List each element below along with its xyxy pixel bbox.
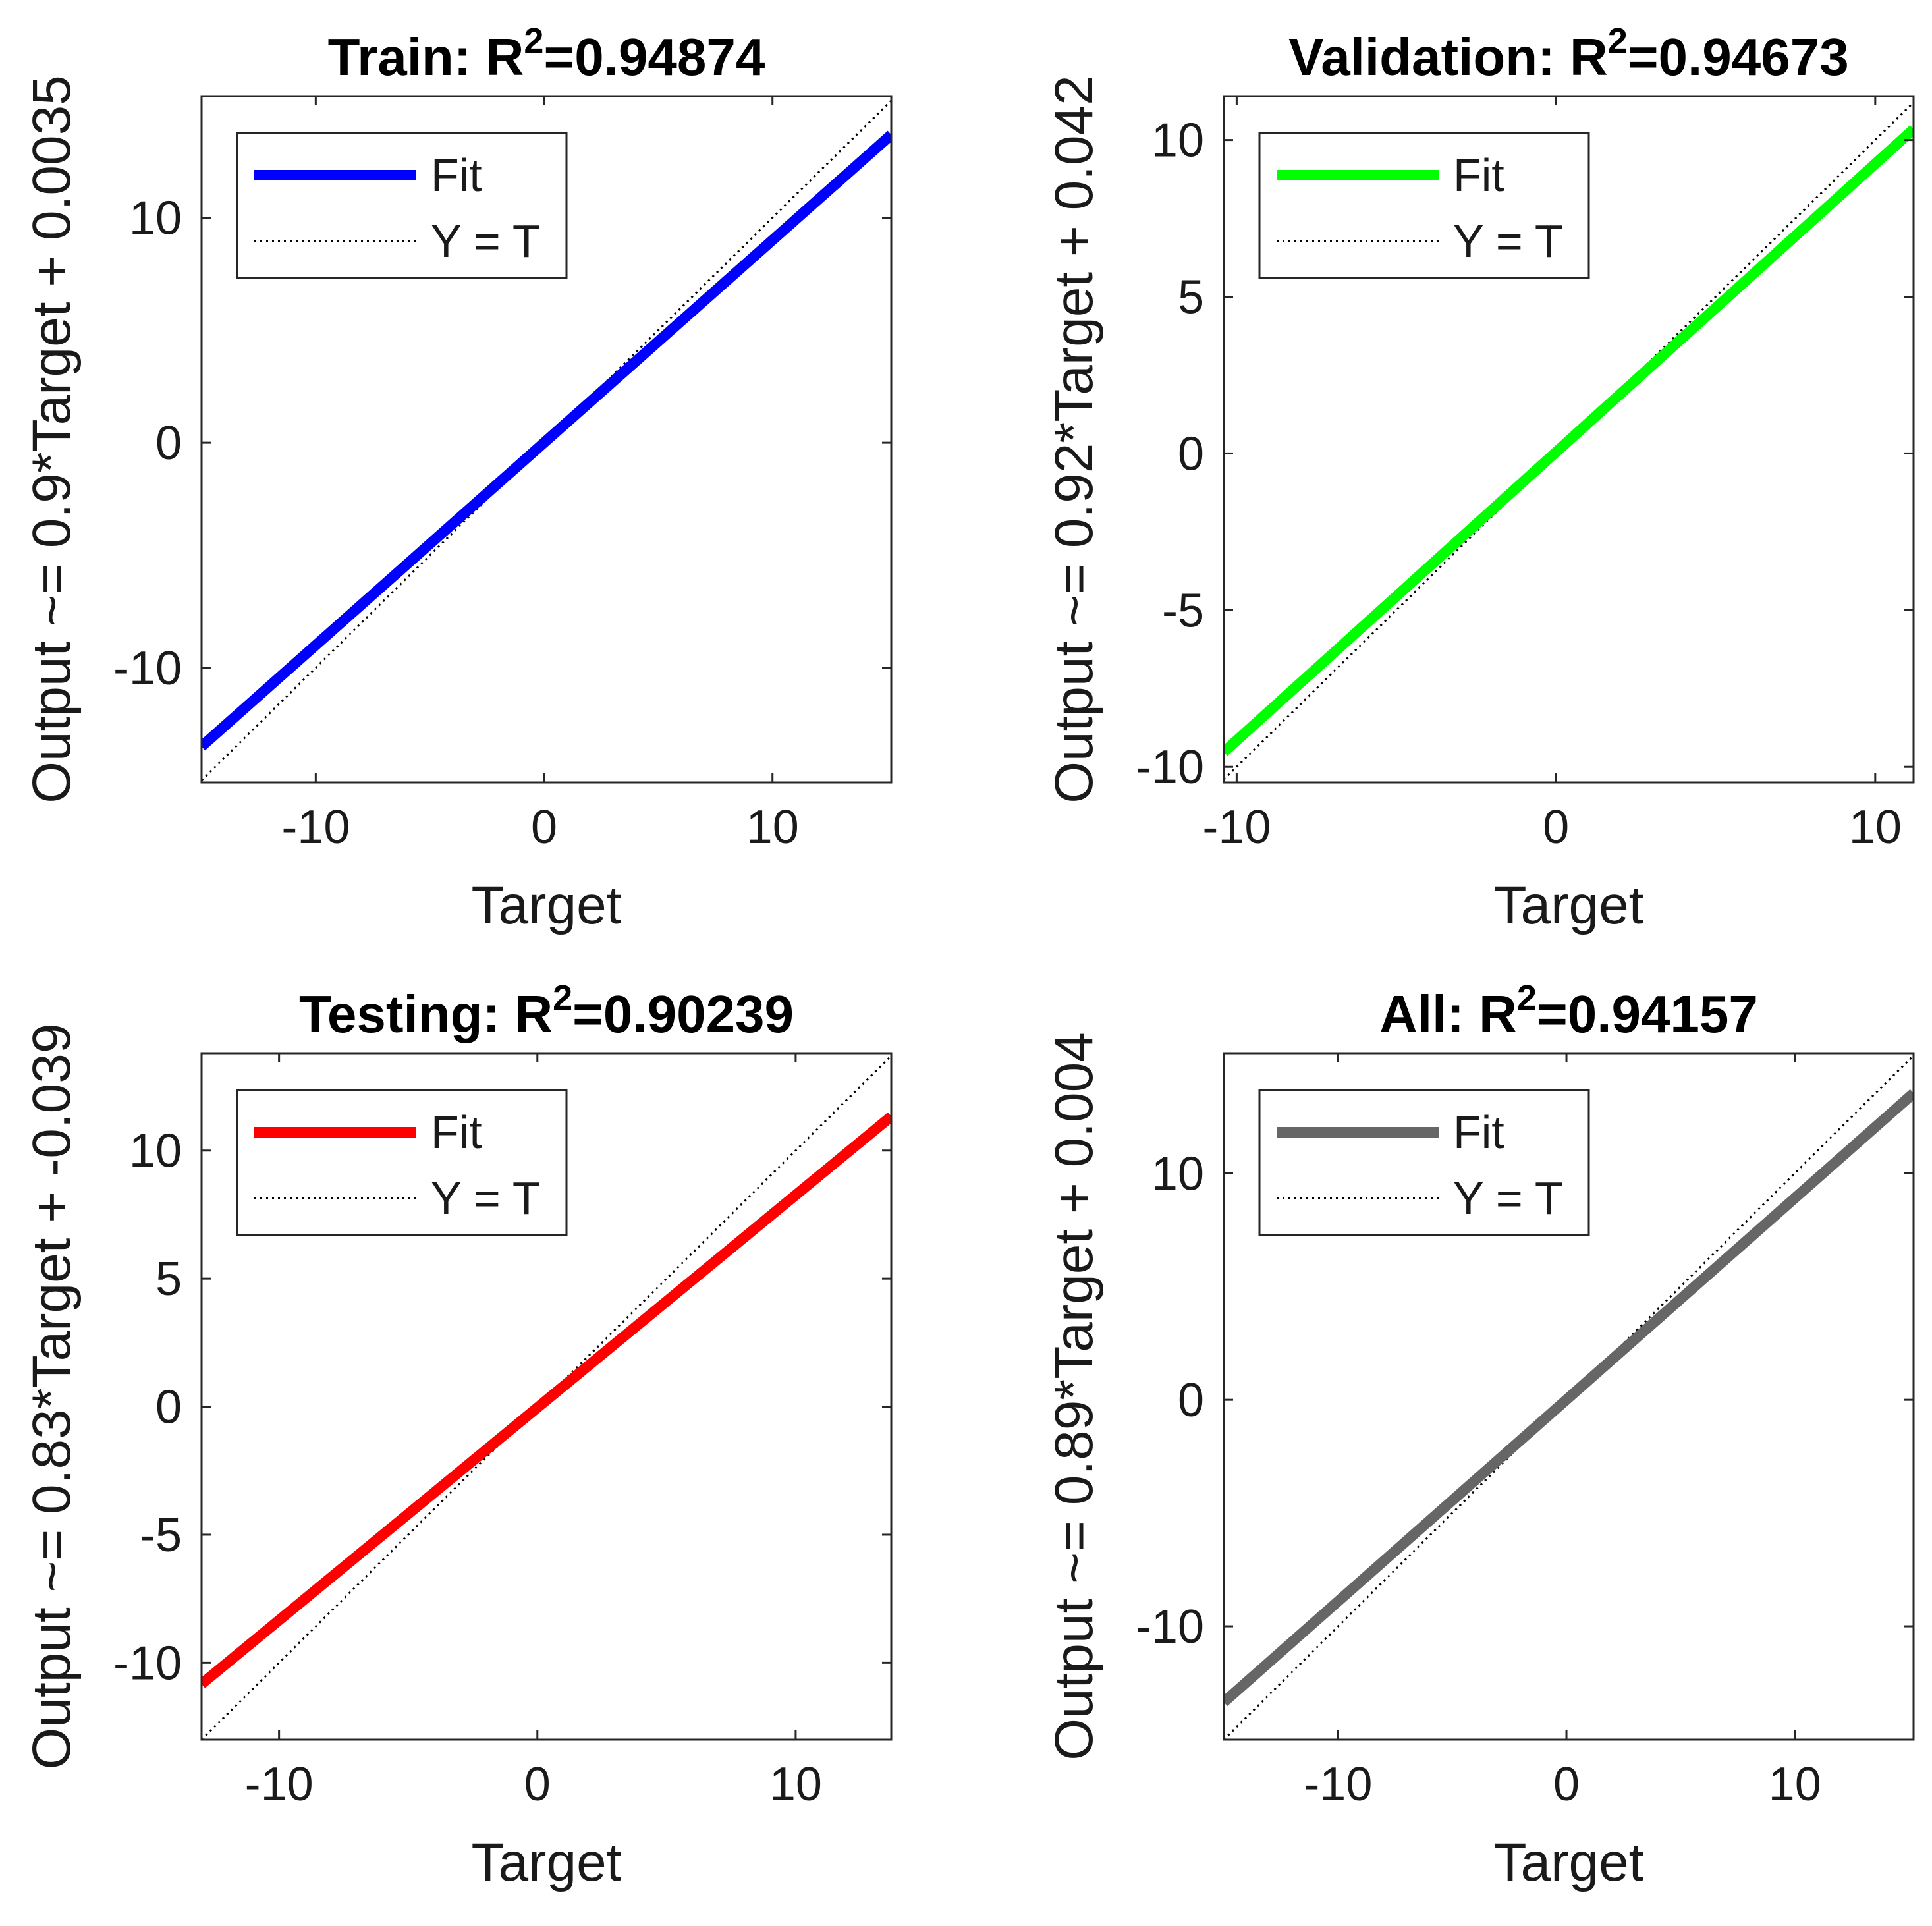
chart-title-train: Train: R2=0.94874 bbox=[328, 21, 765, 86]
legend-identity-label-testing: Y = T bbox=[431, 1172, 541, 1224]
x-tick-label-validation: -10 bbox=[1202, 801, 1271, 854]
legend-box-all bbox=[1258, 1089, 1590, 1236]
identity-line-validation bbox=[1224, 101, 1914, 781]
y-tick-label-all: 10 bbox=[1151, 1147, 1204, 1200]
chart-title-validation: Validation: R2=0.94673 bbox=[1288, 21, 1848, 86]
fit-line-testing bbox=[202, 1112, 891, 1688]
panel-train: -10 0 10 -10 0 10 Target Output ~= 0.9*Target +… bbox=[22, 21, 893, 935]
fit-line-train bbox=[202, 130, 891, 751]
y-tick-label-validation: -10 bbox=[1136, 741, 1204, 794]
chart-title-sup-train: 2 bbox=[524, 21, 543, 61]
y-tick-label-all: 0 bbox=[1178, 1374, 1204, 1427]
legend-identity-label-all: Y = T bbox=[1453, 1172, 1563, 1224]
y-axis-label-testing: Output ~= 0.83*Target + -0.039 bbox=[22, 1024, 82, 1770]
panel-validation: -10 0 10 -10 -5 0 5 10 Target Output ~= 0.92*Targ… bbox=[1044, 21, 1915, 935]
chart-title-value-all: =0.94157 bbox=[1537, 985, 1758, 1043]
identity-line-all bbox=[1224, 1055, 1914, 1740]
x-tick-label-all: 0 bbox=[1553, 1758, 1580, 1811]
y-tick-label-testing: 10 bbox=[129, 1125, 182, 1178]
chart-title-text-all: All: R bbox=[1379, 985, 1517, 1043]
x-axis-label-all: Target bbox=[1494, 1832, 1644, 1892]
panel-testing: -10 0 10 -10 -5 0 5 10 Target Output ~= 0.83*Targ… bbox=[22, 978, 893, 1892]
chart-title-value-train: =0.94874 bbox=[543, 28, 765, 86]
y-tick-label-testing: 0 bbox=[155, 1381, 182, 1434]
legend-train: Fit Y = T bbox=[236, 132, 568, 279]
x-axis-label-train: Target bbox=[472, 875, 622, 935]
legend-fit-label-testing: Fit bbox=[431, 1107, 482, 1158]
identity-line-train bbox=[202, 99, 891, 781]
legend-testing: Fit Y = T bbox=[236, 1089, 568, 1236]
legend-identity-label-validation: Y = T bbox=[1453, 215, 1563, 267]
x-axis-label-validation: Target bbox=[1494, 875, 1644, 935]
y-tick-label-all: -10 bbox=[1136, 1601, 1204, 1653]
legend-box-train bbox=[236, 132, 568, 279]
axes-box-all bbox=[1223, 1052, 1915, 1741]
y-tick-label-testing: -10 bbox=[113, 1637, 182, 1690]
x-tick-label-train: -10 bbox=[281, 801, 350, 854]
legend-box-testing bbox=[236, 1089, 568, 1236]
x-axis-label-testing: Target bbox=[472, 1832, 622, 1892]
chart-title-text-train: Train: R bbox=[328, 28, 524, 86]
axes-box-testing bbox=[200, 1052, 893, 1741]
x-tick-label-validation: 0 bbox=[1543, 801, 1569, 854]
y-tick-label-testing: 5 bbox=[155, 1253, 182, 1306]
fit-line-all bbox=[1224, 1089, 1914, 1707]
chart-title-all: All: R2=0.94157 bbox=[1379, 978, 1758, 1043]
legend-box-validation bbox=[1258, 132, 1590, 279]
x-tick-label-all: -10 bbox=[1304, 1758, 1372, 1811]
legend-validation: Fit Y = T bbox=[1258, 132, 1590, 279]
x-tick-label-train: 10 bbox=[746, 801, 799, 854]
identity-line-testing bbox=[202, 1055, 891, 1740]
y-tick-label-validation: 5 bbox=[1178, 271, 1204, 324]
chart-title-testing: Testing: R2=0.90239 bbox=[299, 978, 794, 1043]
x-tick-label-testing: 10 bbox=[769, 1758, 822, 1811]
legend-fit-label-all: Fit bbox=[1453, 1107, 1504, 1158]
legend-fit-label-validation: Fit bbox=[1453, 150, 1504, 201]
fit-line-validation bbox=[1224, 125, 1914, 756]
x-tick-label-testing: 0 bbox=[524, 1758, 551, 1811]
y-tick-label-train: 0 bbox=[155, 417, 182, 470]
y-axis-label-validation: Output ~= 0.92*Target + 0.042 bbox=[1044, 75, 1104, 804]
chart-title-text-testing: Testing: R bbox=[299, 985, 553, 1043]
legend-all: Fit Y = T bbox=[1258, 1089, 1590, 1236]
chart-title-value-testing: =0.90239 bbox=[572, 985, 794, 1043]
x-tick-label-validation: 10 bbox=[1849, 801, 1902, 854]
y-axis-label-all: Output ~= 0.89*Target + 0.004 bbox=[1044, 1032, 1104, 1761]
x-tick-label-train: 0 bbox=[531, 801, 557, 854]
chart-title-value-validation: =0.94673 bbox=[1628, 28, 1849, 86]
panel-all: -10 0 10 -10 0 10 Target Output ~= 0.89*Target … bbox=[1044, 978, 1915, 1892]
y-axis-label-train: Output ~= 0.9*Target + 0.0035 bbox=[22, 75, 82, 804]
y-tick-label-testing: -5 bbox=[140, 1509, 182, 1562]
axes-box-validation bbox=[1223, 95, 1915, 784]
y-tick-label-validation: 0 bbox=[1178, 427, 1204, 480]
y-tick-label-validation: 10 bbox=[1151, 115, 1204, 167]
x-tick-label-testing: -10 bbox=[245, 1758, 314, 1811]
legend-fit-label-train: Fit bbox=[431, 150, 482, 201]
legend-identity-label-train: Y = T bbox=[431, 215, 541, 267]
x-tick-label-all: 10 bbox=[1769, 1758, 1821, 1811]
y-tick-label-train: -10 bbox=[113, 642, 182, 695]
chart-title-text-validation: Validation: R bbox=[1288, 28, 1608, 86]
y-tick-label-train: 10 bbox=[129, 192, 182, 244]
chart-title-sup-testing: 2 bbox=[553, 978, 572, 1018]
axes-box-train bbox=[200, 95, 893, 784]
y-tick-label-validation: -5 bbox=[1162, 584, 1204, 637]
chart-title-sup-all: 2 bbox=[1517, 978, 1537, 1018]
chart-title-sup-validation: 2 bbox=[1608, 21, 1628, 61]
